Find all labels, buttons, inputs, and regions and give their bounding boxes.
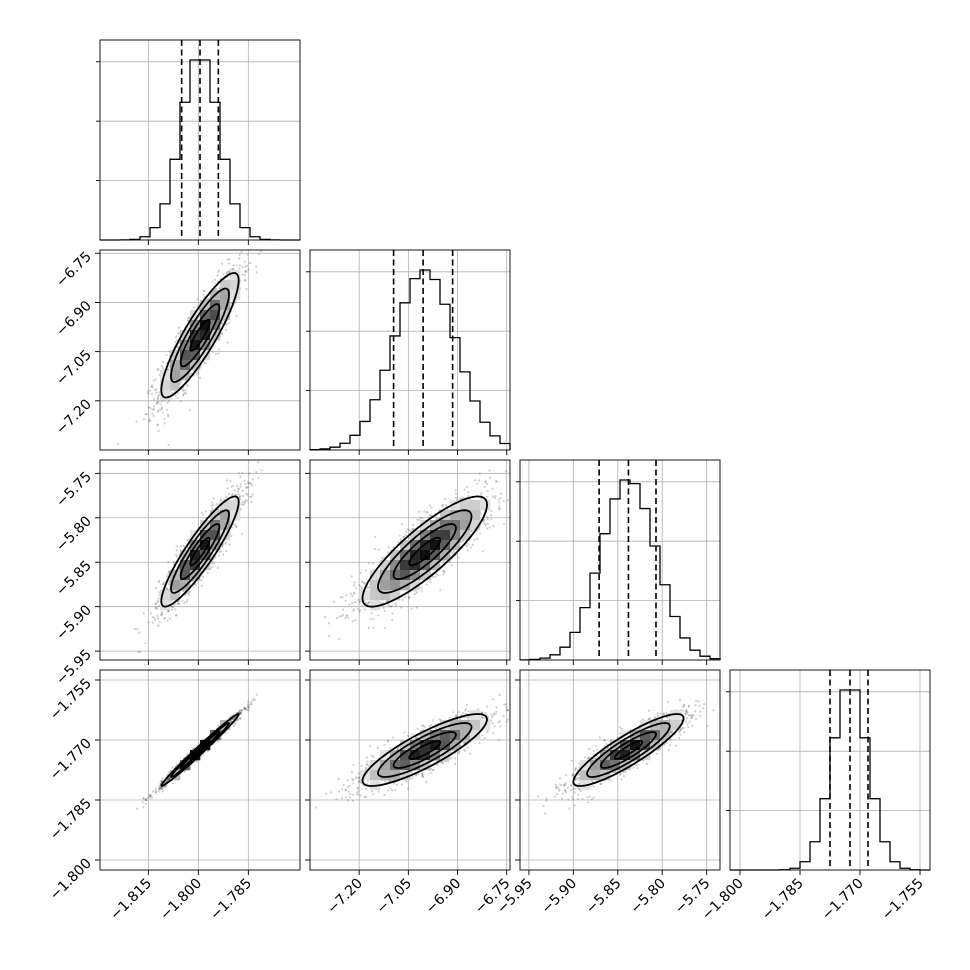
contour-level-4 (572, 713, 685, 787)
panel-frame (99, 669, 301, 871)
contour-level-1 (189, 318, 211, 352)
contour-level-2 (392, 731, 457, 769)
x-tick-label: −1.785 (207, 876, 255, 924)
hist-panel-4 (726, 669, 931, 871)
panel-frame (99, 39, 301, 241)
contour-level-1 (189, 740, 211, 760)
contour-level-2 (179, 731, 221, 769)
density-cells (580, 710, 681, 791)
x-tick-label: −1.815 (107, 876, 155, 924)
panel-4-3 (519, 669, 721, 871)
contour-level-4 (361, 495, 488, 608)
x-tick-label: −7.05 (374, 876, 416, 918)
y-tick-label: −5.80 (53, 513, 95, 555)
x-tick-label: −1.800 (157, 876, 205, 924)
contour-level-4 (160, 713, 240, 787)
histogram-3 (519, 479, 721, 661)
y-tick-label: −1.800 (47, 856, 95, 904)
contour-level-4 (160, 495, 240, 608)
contour-level-3 (377, 509, 473, 594)
x-tick-label: −1.770 (819, 876, 867, 924)
panel-4-2 (309, 669, 511, 871)
panel-frame (729, 669, 931, 871)
contour-level-2 (392, 523, 457, 580)
panel-frame (99, 459, 301, 661)
x-tick-label: −6.90 (423, 876, 465, 918)
contour-level-1 (613, 740, 644, 760)
y-tick-label: −6.75 (53, 249, 95, 291)
x-tick-label: −1.755 (879, 876, 927, 924)
y-tick-label: −6.90 (53, 298, 95, 340)
panel-frame (309, 669, 511, 871)
histogram-2 (309, 269, 511, 451)
x-tick-label: −5.80 (627, 876, 669, 918)
x-tick-label: −7.20 (324, 876, 366, 918)
x-tick-label: −1.785 (759, 876, 807, 924)
contour-level-4 (160, 272, 240, 399)
contour-level-2 (599, 731, 657, 769)
y-tick-label: −5.85 (53, 558, 95, 600)
contour-level-4 (361, 713, 488, 787)
y-tick-label: −1.770 (47, 736, 95, 784)
contour-level-3 (377, 722, 473, 778)
panel-frame (309, 459, 511, 661)
hist-panel-1 (96, 39, 301, 241)
panel-frame (519, 669, 721, 871)
panel-3-2 (309, 459, 511, 661)
contour-level-2 (179, 523, 221, 580)
hist-panel-3 (516, 459, 721, 661)
density-cells (360, 710, 491, 791)
contour-level-2 (179, 303, 221, 368)
y-tick-label: −5.90 (53, 602, 95, 644)
x-tick-label: −5.90 (539, 876, 581, 918)
hist-panel-2 (306, 249, 511, 451)
contour-level-3 (586, 722, 671, 778)
contour-level-3 (170, 722, 230, 778)
panel-3-1 (99, 459, 301, 661)
y-tick-label: −5.75 (53, 469, 95, 511)
contour-level-3 (170, 509, 230, 594)
panel-2-1 (99, 249, 301, 451)
y-tick-label: −1.785 (47, 796, 95, 844)
y-tick-label: −7.05 (53, 347, 95, 389)
contour-level-1 (189, 536, 211, 567)
y-tick-label: −1.755 (47, 676, 95, 724)
panel-4-1 (99, 669, 301, 871)
contour-level-3 (170, 287, 230, 383)
panel-frame (309, 249, 511, 451)
y-tick-label: −7.20 (53, 396, 95, 438)
x-tick-label: −5.85 (583, 876, 625, 918)
contour-level-1 (408, 536, 442, 567)
panel-frame (99, 249, 301, 451)
contour-level-1 (408, 740, 442, 760)
panel-frame (519, 459, 721, 661)
